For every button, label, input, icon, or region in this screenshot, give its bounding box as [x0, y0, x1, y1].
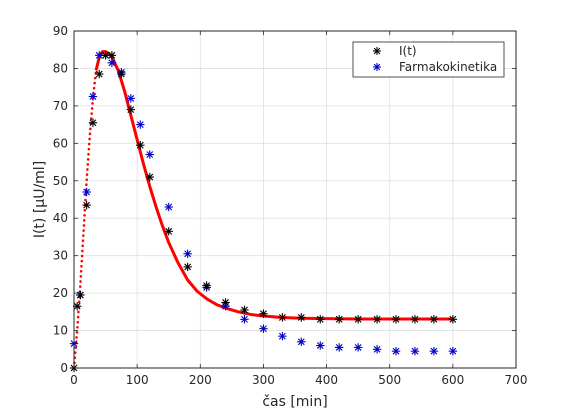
y-tick-label: 50 [53, 174, 68, 188]
axes-box [73, 30, 517, 369]
data-point-it [353, 315, 363, 324]
data-point-it [448, 315, 458, 324]
ticks: 0 100 200 300 400 500 600 700 0 10 20 30 40 50 60 70 80 9… [53, 24, 528, 387]
data-point-farmakokinetika [183, 249, 192, 258]
data-point-farmakokinetika [391, 346, 401, 356]
x-tick-label: 400 [315, 373, 338, 387]
data-point-it [117, 69, 126, 79]
data-point-farmakokinetika [164, 202, 173, 212]
data-point-it [391, 315, 401, 324]
data-point-farmakokinetika [88, 92, 98, 101]
x-tick-label: 100 [126, 373, 149, 387]
data-point-it [101, 51, 110, 60]
fitted-curve-dotted [72, 69, 98, 370]
axes-background [74, 31, 516, 368]
legend-box [352, 41, 505, 78]
data-point-it [164, 227, 173, 236]
y-tick-label: 70 [53, 99, 68, 113]
data-series [69, 51, 458, 373]
data-point-it [278, 313, 287, 322]
data-point-it [335, 315, 344, 324]
data-point-it [259, 309, 268, 318]
y-tick-label: 20 [53, 286, 68, 300]
data-point-farmakokinetika [240, 315, 249, 324]
data-point-farmakokinetika [335, 343, 344, 352]
x-tick-label: 200 [189, 373, 212, 387]
data-point-it [410, 315, 420, 324]
data-point-farmakokinetika [259, 324, 268, 333]
x-tick-label: 500 [378, 373, 401, 387]
data-point-farmakokinetika [136, 120, 145, 129]
x-tick-label: 700 [505, 373, 528, 387]
y-tick-label: 90 [53, 24, 68, 38]
data-point-it [136, 141, 145, 150]
data-point-it [316, 315, 325, 324]
legend-marker [373, 47, 381, 55]
y-axis-title: I(t) [μU/ml] [32, 161, 48, 238]
data-point-it [126, 105, 136, 114]
data-point-farmakokinetika [353, 343, 363, 352]
y-tick-label: 80 [53, 61, 68, 75]
data-point-it [240, 305, 249, 315]
data-point-farmakokinetika [82, 187, 91, 197]
data-point-farmakokinetika [126, 94, 136, 103]
data-point-farmakokinetika [448, 346, 458, 356]
data-point-farmakokinetika [372, 345, 382, 354]
data-point-farmakokinetika [145, 150, 154, 159]
data-point-it [95, 69, 104, 79]
data-point-it [82, 200, 91, 210]
y-tick-label: 10 [53, 324, 68, 338]
data-point-it [202, 281, 211, 290]
data-point-farmakokinetika [429, 346, 439, 356]
y-tick-label: 30 [53, 249, 68, 263]
data-point-it [145, 172, 154, 182]
data-point-it [221, 298, 230, 307]
legend-label: Farmakokinetika [399, 60, 497, 74]
data-point-it [107, 51, 117, 60]
data-point-farmakokinetika [107, 58, 117, 68]
data-point-farmakokinetika [297, 337, 306, 346]
y-tick-label: 60 [53, 136, 68, 150]
y-tick-label: 0 [60, 361, 68, 375]
x-axis-title: čas [min] [262, 394, 327, 410]
x-tick-label: 600 [441, 373, 464, 387]
data-point-it [429, 315, 439, 324]
y-tick-label: 40 [53, 211, 68, 225]
data-point-it [88, 118, 98, 127]
legend-marker [373, 63, 381, 71]
data-point-farmakokinetika [278, 331, 287, 341]
data-point-it [183, 262, 192, 272]
data-point-it [372, 315, 382, 324]
data-point-farmakokinetika [316, 341, 325, 350]
legend: I(t) Farmakokinetika [352, 41, 505, 78]
data-point-farmakokinetika [410, 346, 420, 356]
data-point-it [297, 313, 306, 322]
legend-label: I(t) [399, 44, 417, 58]
x-tick-label: 0 [70, 373, 78, 387]
data-point-it [76, 290, 85, 300]
x-tick-label: 300 [252, 373, 275, 387]
